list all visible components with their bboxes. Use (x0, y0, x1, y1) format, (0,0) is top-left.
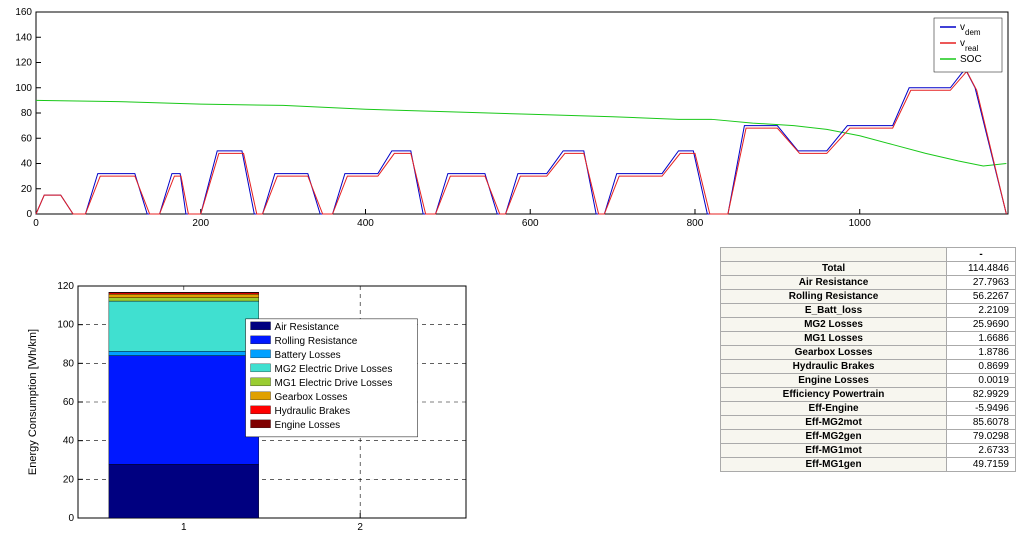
row-value: 0.8699 (947, 360, 1016, 374)
svg-text:Air Resistance: Air Resistance (275, 322, 340, 333)
svg-text:40: 40 (63, 436, 75, 447)
table-row: Gearbox Losses1.8786 (721, 346, 1016, 360)
row-value: 2.6733 (947, 444, 1016, 458)
svg-text:Rolling Resistance: Rolling Resistance (275, 336, 358, 347)
svg-text:0: 0 (33, 218, 39, 229)
table-row: Rolling Resistance56.2267 (721, 290, 1016, 304)
table-row: Efficiency Powertrain82.9929 (721, 388, 1016, 402)
table-row: Eff-MG1mot2.6733 (721, 444, 1016, 458)
row-label: Eff-MG2gen (721, 430, 947, 444)
svg-text:60: 60 (63, 397, 75, 408)
svg-text:0: 0 (68, 513, 74, 524)
svg-text:600: 600 (522, 218, 539, 229)
row-label: Hydraulic Brakes (721, 360, 947, 374)
row-label: Total (721, 262, 947, 276)
row-value: 49.7159 (947, 458, 1016, 472)
svg-text:1000: 1000 (849, 218, 872, 229)
row-label: MG2 Losses (721, 318, 947, 332)
svg-text:2: 2 (357, 522, 363, 533)
svg-text:20: 20 (63, 474, 75, 485)
svg-text:100: 100 (57, 320, 74, 331)
row-value: 85.6078 (947, 416, 1016, 430)
table-row: Eff-Engine-5.9496 (721, 402, 1016, 416)
time-series-chart: 02040608010012014016002004006008001000vd… (8, 4, 1016, 234)
svg-text:400: 400 (357, 218, 374, 229)
row-value: 1.8786 (947, 346, 1016, 360)
svg-text:Energy Consumption [Wh/km]: Energy Consumption [Wh/km] (27, 329, 39, 475)
table-row: MG1 Losses1.6686 (721, 332, 1016, 346)
row-label: Eff-MG2mot (721, 416, 947, 430)
row-value: 1.6686 (947, 332, 1016, 346)
row-value: 25.9690 (947, 318, 1016, 332)
table-row: Total114.4846 (721, 262, 1016, 276)
row-value: 114.4846 (947, 262, 1016, 276)
svg-text:SOC: SOC (960, 54, 982, 65)
svg-text:Hydraulic Brakes: Hydraulic Brakes (275, 406, 351, 417)
row-value: -5.9496 (947, 402, 1016, 416)
row-value: 0.0019 (947, 374, 1016, 388)
table-row: Eff-MG2gen79.0298 (721, 430, 1016, 444)
svg-text:60: 60 (21, 133, 33, 144)
row-label: Rolling Resistance (721, 290, 947, 304)
row-value: 56.2267 (947, 290, 1016, 304)
row-label: Engine Losses (721, 374, 947, 388)
table-row: Air Resistance27.7963 (721, 276, 1016, 290)
svg-text:800: 800 (687, 218, 704, 229)
svg-text:Battery Losses: Battery Losses (275, 350, 341, 361)
svg-text:Engine Losses: Engine Losses (275, 420, 341, 431)
table-row: E_Batt_loss2.2109 (721, 304, 1016, 318)
row-label: Efficiency Powertrain (721, 388, 947, 402)
row-label: Eff-Engine (721, 402, 947, 416)
svg-text:80: 80 (21, 108, 33, 119)
table-header-unit: - (947, 248, 1016, 262)
svg-text:MG1 Electric Drive Losses: MG1 Electric Drive Losses (275, 378, 393, 389)
table-row: Engine Losses0.0019 (721, 374, 1016, 388)
svg-text:140: 140 (15, 32, 32, 43)
table-row: Hydraulic Brakes0.8699 (721, 360, 1016, 374)
svg-text:120: 120 (15, 58, 32, 69)
svg-text:160: 160 (15, 7, 32, 18)
energy-bar-chart: 0 20 40 60 80 100 120 1 2 Energy Consumption [Wh/… (20, 280, 472, 538)
svg-text:120: 120 (57, 281, 74, 292)
row-label: Eff-MG1gen (721, 458, 947, 472)
results-table: -Total114.4846Air Resistance27.7963Rolli… (720, 247, 1016, 472)
row-label: Air Resistance (721, 276, 947, 290)
row-value: 2.2109 (947, 304, 1016, 318)
row-label: E_Batt_loss (721, 304, 947, 318)
svg-text:200: 200 (192, 218, 209, 229)
svg-text:MG2 Electric Drive Losses: MG2 Electric Drive Losses (275, 364, 393, 375)
row-value: 79.0298 (947, 430, 1016, 444)
row-value: 27.7963 (947, 276, 1016, 290)
row-label: Eff-MG1mot (721, 444, 947, 458)
table-header-label (721, 248, 947, 262)
svg-text:80: 80 (63, 358, 75, 369)
svg-text:40: 40 (21, 159, 33, 170)
row-value: 82.9929 (947, 388, 1016, 402)
table-row: Eff-MG2mot85.6078 (721, 416, 1016, 430)
table-row: MG2 Losses25.9690 (721, 318, 1016, 332)
row-label: MG1 Losses (721, 332, 947, 346)
svg-text:100: 100 (15, 83, 32, 94)
svg-text:Gearbox Losses: Gearbox Losses (275, 392, 348, 403)
svg-text:0: 0 (26, 209, 32, 220)
svg-text:1: 1 (181, 522, 187, 533)
row-label: Gearbox Losses (721, 346, 947, 360)
svg-text:20: 20 (21, 184, 33, 195)
table-row: Eff-MG1gen49.7159 (721, 458, 1016, 472)
